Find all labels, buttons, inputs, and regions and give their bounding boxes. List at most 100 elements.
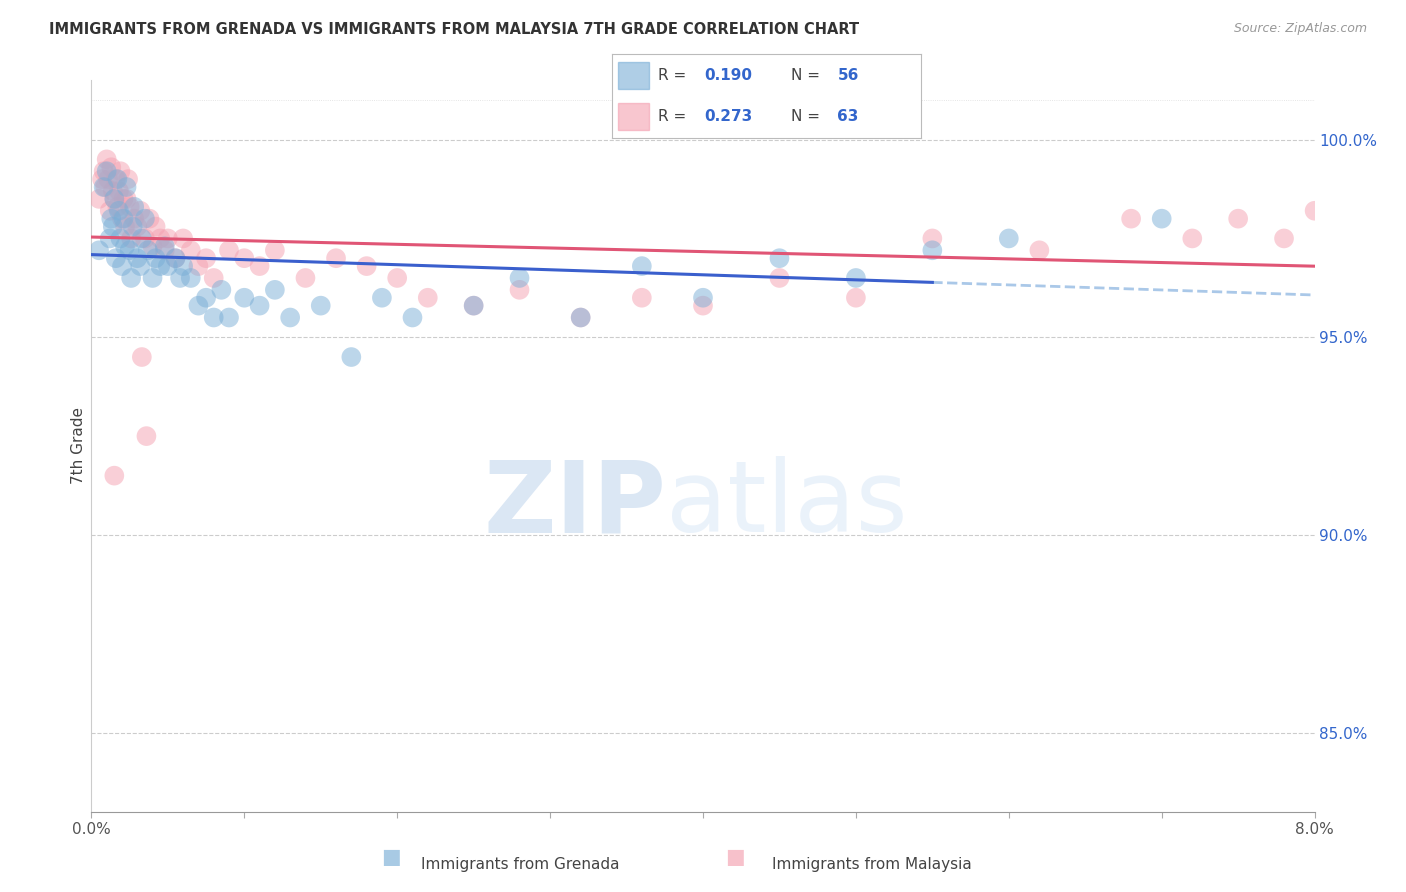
Text: 63: 63 [838,109,859,124]
Point [96,153,118,167]
Point [202,271,225,285]
Point [100,211,122,226]
Point [1028,244,1050,258]
Point [93,180,115,194]
Point [569,310,592,325]
Point [94,180,117,194]
Point [100,161,122,175]
Point [114,219,136,234]
Point [1272,231,1295,245]
Point [845,271,868,285]
Point [509,283,531,297]
Point [416,291,439,305]
Point [1227,211,1250,226]
Point [156,231,179,245]
Text: 0.190: 0.190 [704,68,752,83]
Point [105,172,128,186]
Point [101,219,124,234]
Point [112,211,135,226]
Point [1150,211,1173,226]
Point [101,184,124,198]
Point [278,310,301,325]
Point [115,192,138,206]
Text: ■: ■ [725,847,745,867]
Point [463,299,485,313]
Point [509,271,531,285]
Point [153,244,176,258]
Point [91,172,114,186]
Point [115,180,138,194]
Point [233,291,256,305]
Point [249,299,271,313]
Y-axis label: 7th Grade: 7th Grade [70,408,86,484]
Point [401,310,423,325]
Point [249,259,271,273]
Point [145,219,167,234]
Point [631,291,654,305]
Point [845,291,868,305]
Point [768,271,790,285]
Text: ■: ■ [381,847,401,867]
Point [138,211,160,226]
Point [172,231,194,245]
Point [104,251,127,265]
Point [149,259,172,273]
Point [371,291,394,305]
Text: N =: N = [792,109,825,124]
Point [325,251,347,265]
Point [631,259,654,273]
Point [141,271,163,285]
Point [145,251,167,265]
Text: atlas: atlas [666,456,908,553]
Point [117,172,139,186]
Point [294,271,316,285]
Bar [617,103,648,130]
Text: N =: N = [792,68,825,83]
Text: Source: ZipAtlas.com: Source: ZipAtlas.com [1233,22,1367,36]
Point [122,211,145,226]
Point [218,244,240,258]
Point [87,192,110,206]
Point [264,283,287,297]
Point [127,251,149,265]
Point [118,244,141,258]
Point [131,231,153,245]
Point [98,203,121,218]
Point [233,251,256,265]
Point [141,239,163,253]
Point [463,299,485,313]
Text: IMMIGRANTS FROM GRENADA VS IMMIGRANTS FROM MALAYSIA 7TH GRADE CORRELATION CHART: IMMIGRANTS FROM GRENADA VS IMMIGRANTS FR… [49,22,859,37]
Point [87,244,110,258]
Point [108,203,131,218]
Point [131,350,153,364]
Point [768,251,790,265]
Point [385,271,409,285]
Point [121,219,143,234]
Point [195,251,218,265]
Point [356,259,378,273]
Point [921,244,943,258]
Text: Immigrants from Grenada: Immigrants from Grenada [420,857,620,872]
Point [165,251,187,265]
Point [104,172,127,186]
Point [202,310,225,325]
Point [1303,203,1326,218]
Point [103,192,125,206]
Point [136,244,159,258]
Point [153,239,176,253]
Point [108,184,131,198]
Point [156,259,179,273]
Point [98,231,121,245]
Point [692,299,714,313]
Point [111,259,134,273]
Point [118,200,141,214]
Point [129,203,152,218]
Text: 0.273: 0.273 [704,109,752,124]
Point [93,164,115,178]
Point [180,271,202,285]
Point [165,251,187,265]
Point [149,231,172,245]
Text: R =: R = [658,109,692,124]
Point [195,291,218,305]
Text: ZIP: ZIP [484,456,666,553]
